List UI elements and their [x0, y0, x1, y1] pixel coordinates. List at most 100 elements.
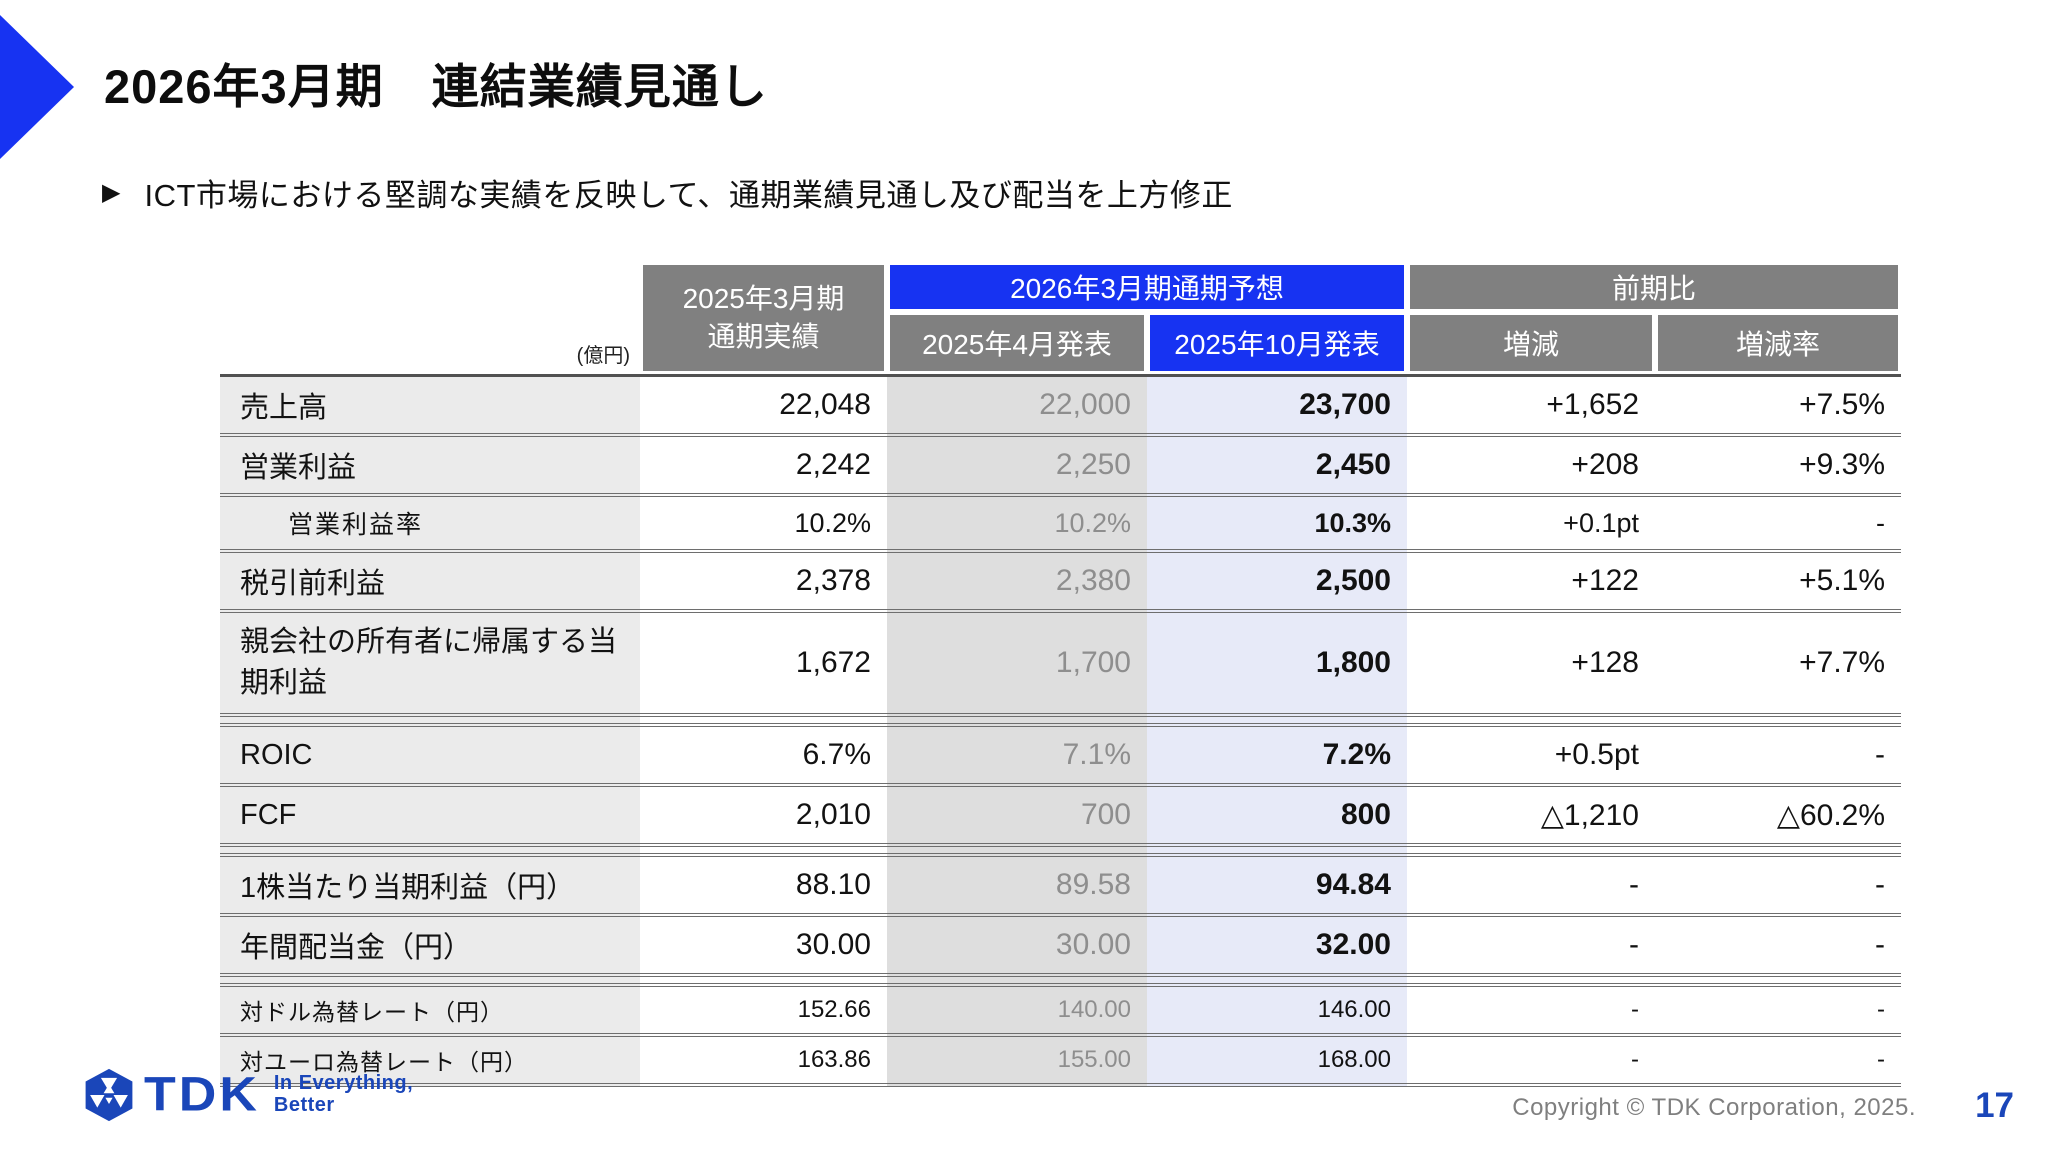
- cell-october: 800: [1147, 783, 1407, 843]
- tagline-line1: In Everything,: [273, 1072, 414, 1094]
- header-actual-line1: 2025年3月期: [682, 283, 845, 315]
- cell-april: 89.58: [887, 853, 1147, 913]
- table-row-profit-before-tax: 税引前利益 2,378 2,380 2,500 +122 +5.1%: [220, 549, 1902, 609]
- table-row-net-sales: 売上高 22,048 22,000 23,700 +1,652 +7.5%: [220, 374, 1902, 433]
- section-divider: [220, 973, 1902, 983]
- bullet-text: ICT市場における堅調な実績を反映して、通期業績見通し及び配当を上方修正: [144, 178, 1233, 213]
- row-label: FCF: [220, 783, 640, 843]
- cell-change-rate: -: [1655, 853, 1902, 913]
- page-number: 17: [1975, 1086, 2014, 1125]
- header-sub-row: 2025年4月発表 2025年10月発表 増減 増減率: [220, 312, 1902, 374]
- cell-april: 22,000: [887, 374, 1147, 433]
- section-divider: [220, 843, 1902, 853]
- cell-change: -: [1407, 983, 1655, 1033]
- cell-change: +1,652: [1407, 374, 1655, 433]
- cell-october: 168.00: [1147, 1033, 1407, 1087]
- cell-change: -: [1407, 1033, 1655, 1087]
- header-actual-line2: 通期実績: [707, 321, 820, 352]
- cell-change-rate: -: [1655, 983, 1902, 1033]
- header-change-rate: 増減率: [1655, 312, 1902, 374]
- tdk-tagline: In Everything, Better: [274, 1072, 413, 1116]
- cell-change: +208: [1407, 433, 1655, 493]
- cell-change: -: [1407, 853, 1655, 913]
- bullet-marker-icon: ▶: [102, 178, 121, 206]
- cell-change-rate: -: [1655, 723, 1902, 783]
- header-forecast-group: 2026年3月期通期予想: [887, 262, 1407, 312]
- cell-october: 32.00: [1147, 913, 1407, 973]
- table-row-fcf: FCF 2,010 700 800 △1,210 △60.2%: [220, 783, 1902, 843]
- unit-label: (億円): [220, 262, 640, 374]
- cell-change-rate: +5.1%: [1655, 549, 1902, 609]
- row-label: 1株当たり当期利益（円）: [220, 853, 640, 913]
- cell-actual: 152.66: [640, 983, 887, 1033]
- cell-change-rate: -: [1655, 1033, 1902, 1087]
- cell-actual: 2,242: [640, 433, 887, 493]
- cell-change-rate: +9.3%: [1655, 433, 1902, 493]
- cell-october: 23,700: [1147, 374, 1407, 433]
- cell-october: 2,500: [1147, 549, 1407, 609]
- cell-change: △1,210: [1407, 783, 1655, 843]
- table-row-usd-rate: 対ドル為替レート（円） 152.66 140.00 146.00 - -: [220, 983, 1902, 1033]
- cell-april: 10.2%: [887, 493, 1147, 549]
- tdk-logo: TDK In Everything, Better: [82, 1068, 413, 1122]
- cell-april: 1,700: [887, 609, 1147, 713]
- tagline-line2: Better: [273, 1094, 335, 1116]
- row-label: 対ユーロ為替レート（円）: [220, 1033, 640, 1087]
- cell-change: +122: [1407, 549, 1655, 609]
- cell-change-rate: △60.2%: [1655, 783, 1902, 843]
- cell-october: 2,450: [1147, 433, 1407, 493]
- row-label: ROIC: [220, 723, 640, 783]
- header-yoy-group: 前期比: [1407, 262, 1902, 312]
- cell-april: 2,380: [887, 549, 1147, 609]
- cell-actual: 10.2%: [640, 493, 887, 549]
- cell-actual: 163.86: [640, 1033, 887, 1087]
- table-row-eur-rate: 対ユーロ為替レート（円） 163.86 155.00 168.00 - -: [220, 1033, 1902, 1087]
- row-label: 営業利益率: [220, 493, 640, 549]
- cell-october: 10.3%: [1147, 493, 1407, 549]
- table-row-operating-margin: 営業利益率 10.2% 10.2% 10.3% +0.1pt -: [220, 493, 1902, 549]
- cell-change: +0.5pt: [1407, 723, 1655, 783]
- section-divider: [220, 713, 1902, 723]
- cell-actual: 2,378: [640, 549, 887, 609]
- cell-change: +128: [1407, 609, 1655, 713]
- cell-change: -: [1407, 913, 1655, 973]
- tdk-wordmark: TDK: [144, 1068, 260, 1122]
- header-group-row: (億円) 2025年3月期 通期実績 2026年3月期通期予想 前期比: [220, 262, 1902, 374]
- copyright-text: Copyright © TDK Corporation, 2025.: [1512, 1094, 1916, 1121]
- cell-change-rate: -: [1655, 913, 1902, 973]
- cell-actual: 2,010: [640, 783, 887, 843]
- header-change: 増減: [1407, 312, 1655, 374]
- cell-april: 140.00: [887, 983, 1147, 1033]
- cell-april: 2,250: [887, 433, 1147, 493]
- bullet-line: ▶ ICT市場における堅調な実績を反映して、通期業績見通し及び配当を上方修正: [102, 170, 1233, 215]
- cell-april: 30.00: [887, 913, 1147, 973]
- row-label: 営業利益: [220, 433, 640, 493]
- header-april: 2025年4月発表: [887, 312, 1147, 374]
- cell-april: 700: [887, 783, 1147, 843]
- cell-april: 155.00: [887, 1033, 1147, 1087]
- page-title: 2026年3月期 連結業績見通し: [104, 60, 768, 113]
- cell-actual: 6.7%: [640, 723, 887, 783]
- financial-table-container: (億円) 2025年3月期 通期実績 2026年3月期通期予想 前期比 2025…: [220, 262, 1902, 1087]
- tdk-emblem-icon: [85, 1068, 133, 1122]
- table-row-net-profit-attributable: 親会社の所有者に帰属する当期利益 1,672 1,700 1,800 +128 …: [220, 609, 1902, 713]
- row-label: 対ドル為替レート（円）: [220, 983, 640, 1033]
- cell-october: 7.2%: [1147, 723, 1407, 783]
- title-arrow-icon: [0, 15, 74, 159]
- cell-october: 146.00: [1147, 983, 1407, 1033]
- table-row-operating-profit: 営業利益 2,242 2,250 2,450 +208 +9.3%: [220, 433, 1902, 493]
- cell-actual: 1,672: [640, 609, 887, 713]
- cell-change-rate: +7.7%: [1655, 609, 1902, 713]
- header-actual: 2025年3月期 通期実績: [640, 262, 887, 374]
- financial-forecast-table: (億円) 2025年3月期 通期実績 2026年3月期通期予想 前期比 2025…: [220, 262, 1902, 1087]
- header-october: 2025年10月発表: [1147, 312, 1407, 374]
- cell-actual: 30.00: [640, 913, 887, 973]
- cell-actual: 88.10: [640, 853, 887, 913]
- row-label: 売上高: [220, 374, 640, 433]
- table-row-eps: 1株当たり当期利益（円） 88.10 89.58 94.84 - -: [220, 853, 1902, 913]
- cell-october: 1,800: [1147, 609, 1407, 713]
- table-row-dividend: 年間配当金（円） 30.00 30.00 32.00 - -: [220, 913, 1902, 973]
- row-label: 親会社の所有者に帰属する当期利益: [220, 609, 640, 713]
- cell-change: +0.1pt: [1407, 493, 1655, 549]
